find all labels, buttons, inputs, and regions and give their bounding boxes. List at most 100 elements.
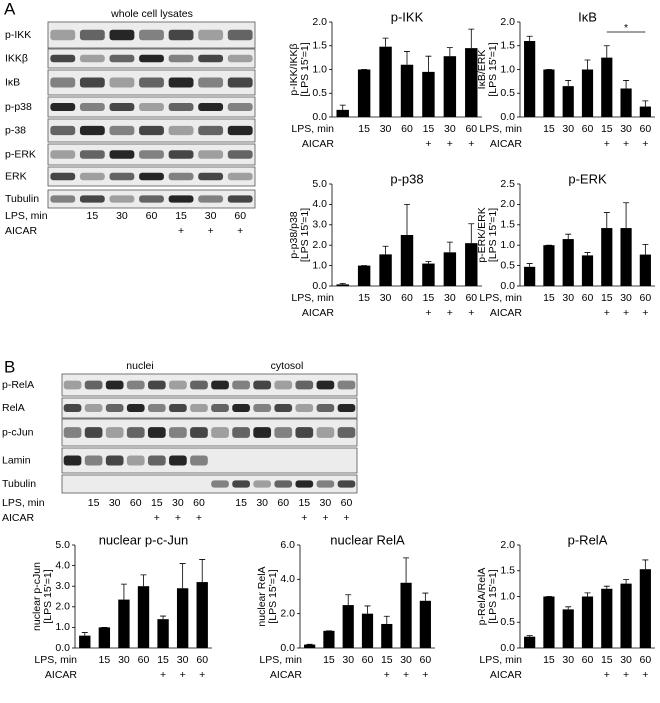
bar xyxy=(337,110,349,117)
bar xyxy=(99,627,110,648)
y-tick-label: 1.0 xyxy=(500,63,515,75)
error-bar xyxy=(404,51,410,64)
x-tick-label: + xyxy=(623,669,629,681)
significance-label: * xyxy=(624,22,628,34)
lane-label: + xyxy=(301,512,307,524)
blot-band xyxy=(232,381,250,390)
y-tick-label: 0.0 xyxy=(280,642,295,654)
x-tick-label: 60 xyxy=(138,654,150,666)
blot-band xyxy=(85,427,103,438)
blot-band xyxy=(274,427,292,438)
blot-band xyxy=(50,78,75,88)
error-bar xyxy=(527,636,533,637)
x-tick-label: 30 xyxy=(400,654,412,666)
lane-label: 15 xyxy=(87,210,99,222)
blot-band xyxy=(198,126,223,135)
blot-band xyxy=(110,78,135,88)
x-tick-label: + xyxy=(199,669,205,681)
error-bar xyxy=(623,80,629,88)
error-bar xyxy=(447,242,453,252)
bar xyxy=(362,614,373,648)
y-tick-label: 3.0 xyxy=(312,219,327,231)
x-tick-label: 60 xyxy=(640,123,652,135)
lane-label: 60 xyxy=(130,497,142,509)
x-tick-label: 30 xyxy=(562,654,574,666)
x-row-label: LPS, min xyxy=(291,292,334,304)
error-bar xyxy=(82,633,88,636)
blot-band xyxy=(110,126,135,135)
error-bar xyxy=(404,204,410,235)
blot-band xyxy=(169,456,187,466)
blot-band xyxy=(110,103,135,111)
error-bar xyxy=(565,607,571,610)
x-tick-label: 30 xyxy=(620,654,632,666)
blot-band xyxy=(139,126,164,135)
x-tick-label: + xyxy=(403,669,409,681)
y-tick-label: 1.0 xyxy=(312,259,327,271)
blot-band xyxy=(198,103,223,111)
lane-label: 30 xyxy=(109,497,121,509)
bar xyxy=(563,609,574,648)
bar xyxy=(582,255,593,286)
error-bar xyxy=(180,564,186,589)
blot-band xyxy=(295,480,313,487)
x-tick-label: 60 xyxy=(362,654,374,666)
blot-band xyxy=(169,381,187,390)
y-tick-label: 2.0 xyxy=(280,607,295,619)
blot-band xyxy=(50,195,75,202)
x-tick-label: + xyxy=(623,307,629,319)
x-tick-label: 15 xyxy=(601,654,613,666)
lane-label: + xyxy=(178,225,184,237)
blot-band xyxy=(127,381,145,390)
y-axis-label: [LPS 15'=1] xyxy=(267,569,279,623)
x-tick-label: 60 xyxy=(401,292,413,304)
x-tick-label: 15 xyxy=(423,292,435,304)
y-tick-label: 0.0 xyxy=(500,280,515,292)
blot-band xyxy=(80,195,105,202)
blot-band xyxy=(139,195,164,202)
chart-title: p-ERK xyxy=(568,171,607,186)
blot-band xyxy=(85,404,103,412)
blot-band xyxy=(198,150,223,158)
x-tick-label: 60 xyxy=(465,292,477,304)
blot-band xyxy=(139,30,164,40)
x-row-label: LPS, min xyxy=(291,123,334,135)
error-bar xyxy=(527,264,533,267)
y-axis-label: [LPS 15'=1] xyxy=(299,208,311,262)
error-bar xyxy=(527,36,533,41)
error-bar xyxy=(365,606,371,614)
error-bar xyxy=(383,38,389,47)
x-tick-label: + xyxy=(180,669,186,681)
x-tick-label: 60 xyxy=(640,292,652,304)
x-row-label: AICAR xyxy=(302,138,335,150)
bar xyxy=(524,41,535,117)
blot-band xyxy=(317,381,335,390)
error-bar xyxy=(565,234,571,239)
y-tick-label: 0.0 xyxy=(500,642,515,654)
row-label: LPS, min xyxy=(5,210,48,222)
blot-band xyxy=(50,55,75,63)
lane-label: + xyxy=(343,512,349,524)
blot-band xyxy=(198,195,223,202)
error-bar xyxy=(565,80,571,86)
blot-band xyxy=(253,381,271,390)
blot-band xyxy=(228,55,253,63)
y-tick-label: 0.0 xyxy=(312,111,327,123)
blot-band xyxy=(274,381,292,390)
blot-row-label: IKKβ xyxy=(5,52,28,64)
blot-band xyxy=(198,55,223,63)
bar xyxy=(601,589,612,648)
x-tick-label: + xyxy=(425,138,431,150)
lane-label: 15 xyxy=(175,210,187,222)
panel-label: B xyxy=(4,357,15,376)
blot-band xyxy=(139,55,164,63)
bar xyxy=(444,56,456,117)
y-tick-label: 0.0 xyxy=(312,280,327,292)
blot-row-label: p-p38 xyxy=(5,101,32,113)
lane-label: 30 xyxy=(172,497,184,509)
y-tick-label: 1.5 xyxy=(312,40,327,52)
blot-row-label: IκB xyxy=(5,76,20,88)
blot-band xyxy=(232,404,250,412)
x-tick-label: 30 xyxy=(562,123,574,135)
